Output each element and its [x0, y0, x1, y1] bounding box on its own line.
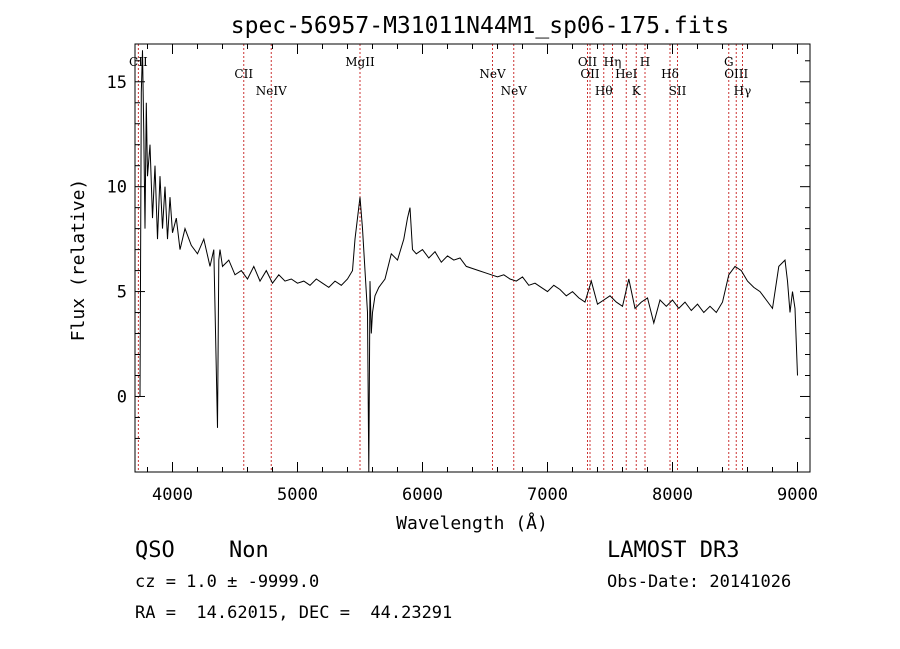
x-tick-label: 6000 — [402, 485, 443, 505]
plot-frame — [134, 43, 811, 473]
line-marker-label: Hη — [604, 55, 622, 69]
x-tick-label: 8000 — [652, 485, 693, 505]
obs-date: Obs-Date: 20141026 — [607, 572, 792, 592]
x-tick-label: 7000 — [527, 485, 568, 505]
y-axis-ticks: 0 5 10 15 — [107, 60, 810, 439]
object-subclass: Non — [229, 538, 269, 563]
y-tick-label: 15 — [107, 73, 127, 93]
line-marker-label: OIII — [724, 67, 748, 81]
line-marker-label: MgII — [345, 55, 375, 69]
x-axis-ticks: 4000 5000 6000 7000 8000 9000 — [147, 44, 818, 505]
line-marker-label: K — [632, 84, 642, 98]
line-marker-label: HeI — [615, 67, 638, 81]
line-marker-label: Hγ — [734, 84, 752, 98]
y-tick-label: 5 — [117, 283, 127, 303]
chart-title: spec-56957-M31011N44M1_sp06-175.fits — [231, 13, 730, 39]
line-marker-label: OII — [580, 67, 600, 81]
spectrum-line — [139, 50, 798, 473]
x-tick-label: 4000 — [152, 485, 193, 505]
line-marker-label: SII — [669, 84, 687, 98]
coordinates-readout: RA = 14.62015, DEC = 44.23291 — [135, 603, 453, 623]
y-tick-label: 0 — [117, 387, 127, 407]
x-tick-label: 9000 — [777, 485, 818, 505]
line-marker-label: NeIV — [256, 84, 287, 98]
emission-line-markers — [137, 44, 743, 472]
redshift-readout: cz = 1.0 ± -9999.0 — [135, 572, 320, 592]
line-marker-label: NeV — [479, 67, 506, 81]
line-marker-label: Hδ — [661, 67, 679, 81]
y-tick-label: 10 — [107, 178, 127, 198]
survey-name: LAMOST DR3 — [607, 538, 740, 563]
emission-line-labels: CIICIINeIVMgIINeVNeVOIIOIIHθHηHeIKHHδSII… — [129, 55, 751, 98]
y-axis-label: Flux (relative) — [68, 179, 89, 342]
line-marker-label: G — [724, 55, 734, 69]
line-marker-label: NeV — [501, 84, 528, 98]
x-axis-label: Wavelength (Å) — [396, 512, 548, 534]
line-marker-label: H — [640, 55, 650, 69]
line-marker-label: Hθ — [595, 84, 613, 98]
line-marker-label: OII — [578, 55, 598, 69]
x-tick-label: 5000 — [277, 485, 318, 505]
line-marker-label: CII — [129, 55, 148, 69]
object-class: QSO — [135, 538, 175, 563]
line-marker-label: CII — [234, 67, 253, 81]
